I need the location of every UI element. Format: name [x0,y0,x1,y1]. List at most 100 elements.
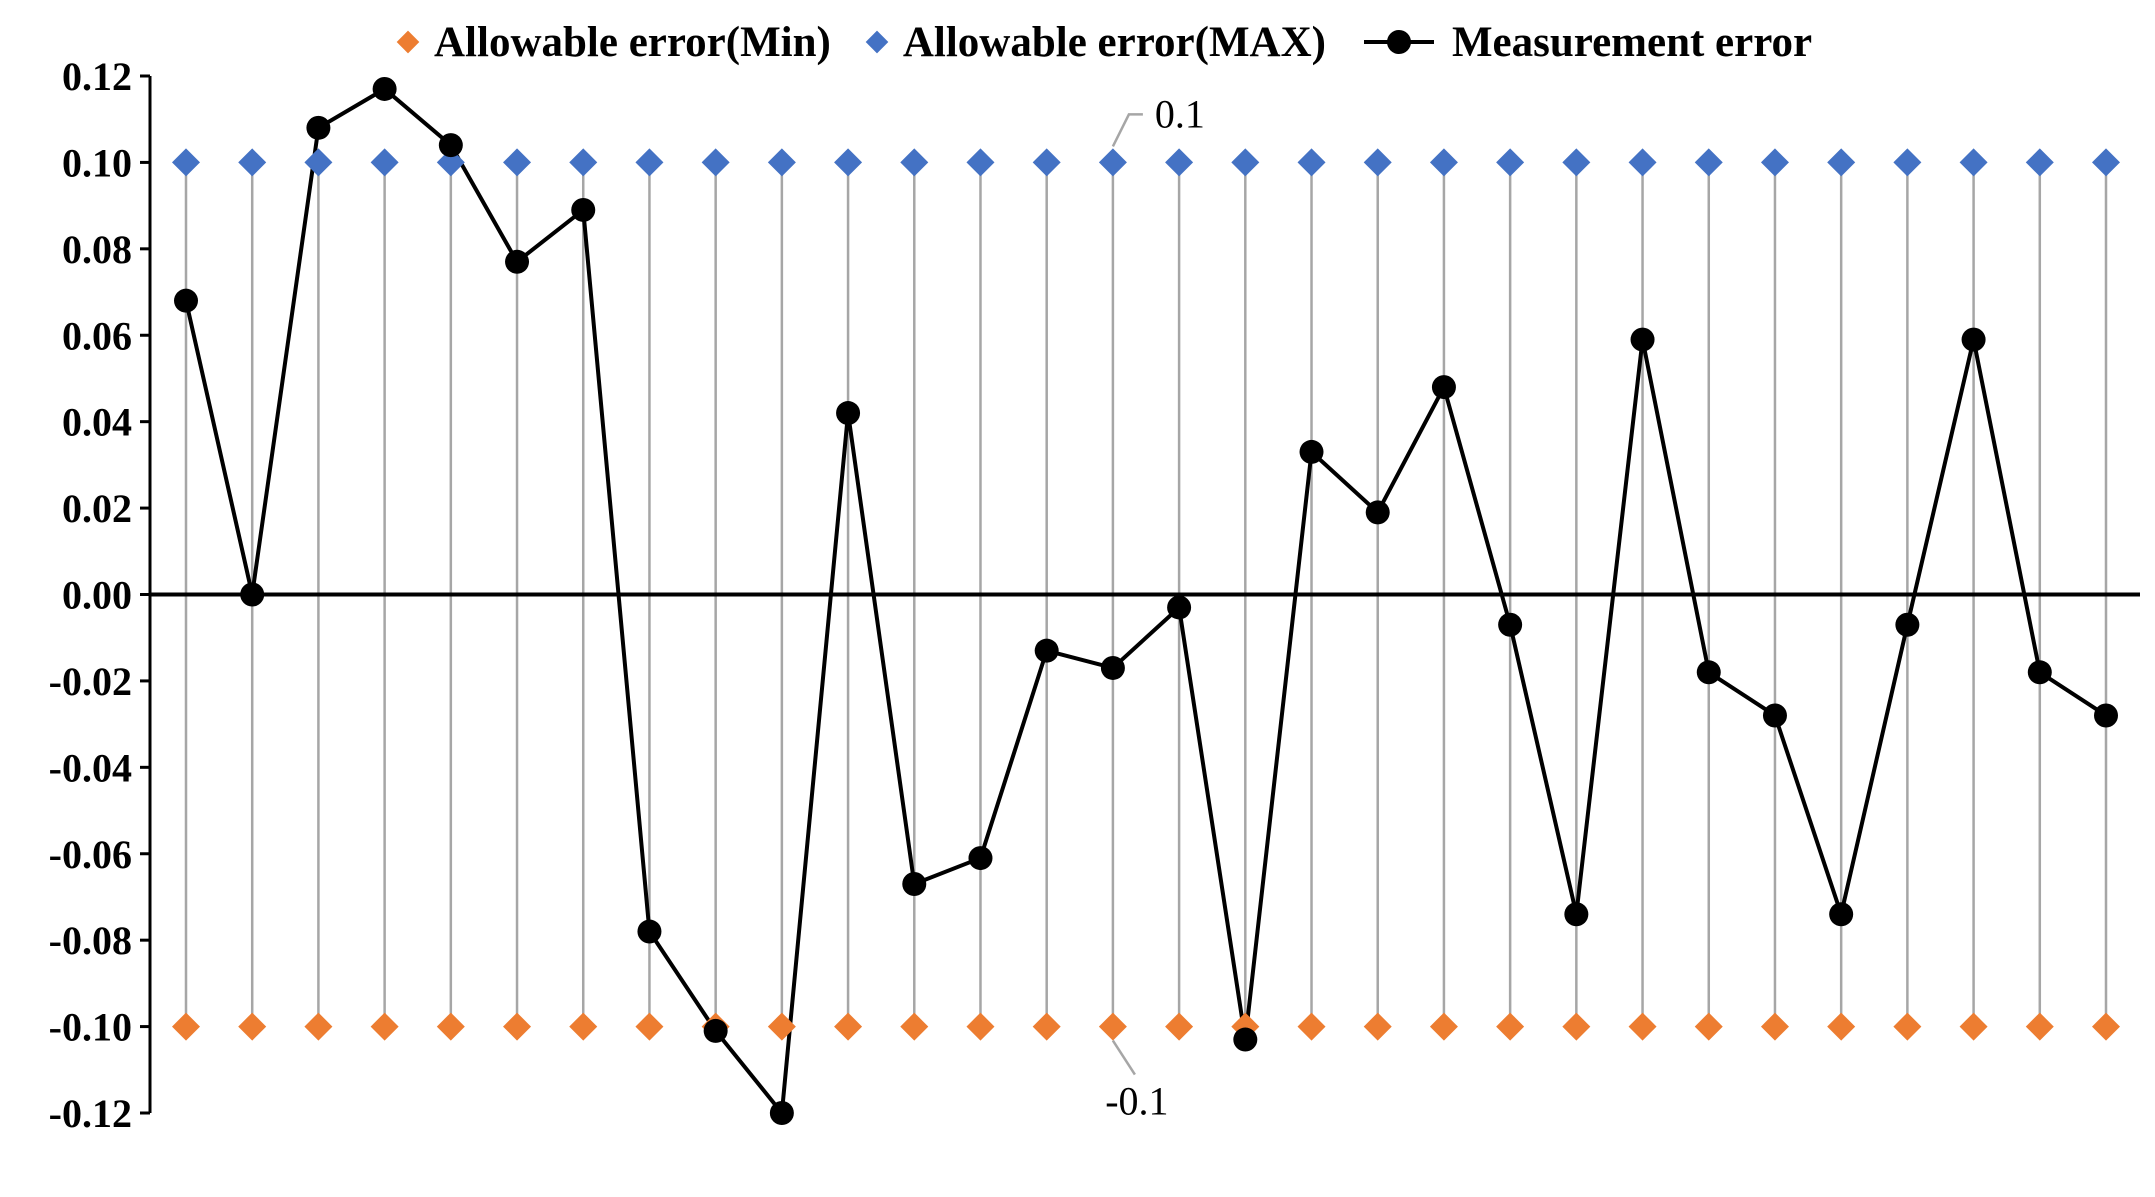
measurement-point [1431,375,1456,400]
legend-item-max: Allowable error(MAX) [865,18,1326,67]
diamond-point [834,148,863,177]
diamond-point [1098,148,1127,177]
y-tick-label: 0.12 [62,54,132,99]
diamond-point [436,148,465,177]
diamond-point [2025,1012,2054,1041]
legend-item-min: Allowable error(Min) [396,18,831,67]
measurement-point [438,133,463,158]
legend: Allowable error(Min) Allowable error(MAX… [396,12,1813,72]
annotation-leader-min [1111,1039,1136,1076]
measurement-error-line [184,86,2108,1115]
measurement-point [1762,703,1787,728]
diamond-point [370,1012,399,1041]
diamond-point [1628,1012,1657,1041]
y-tick-label: -0.02 [49,659,132,704]
y-tick-label: 0.06 [62,313,132,358]
measurement-point [1961,327,1986,352]
diamond-point [1032,148,1061,177]
diamond-point [2092,148,2120,177]
measurement-point [1100,655,1125,680]
legend-label-max: Allowable error(MAX) [902,18,1326,66]
diamond-point [635,148,664,177]
diamond-point [635,1012,664,1041]
diamond-point [1827,1012,1856,1041]
diamond-point [701,148,730,177]
diamond-point [304,148,333,177]
diamond-point [1429,148,1458,177]
measurement-point [769,1101,794,1125]
diamond-point [1098,1012,1127,1041]
diamond-point [304,1012,333,1041]
measurement-point [968,846,993,871]
measurement-point [637,919,662,944]
diamond-point [1429,1012,1458,1041]
diamond-point [966,1012,995,1041]
diamond-point [1297,1012,1326,1041]
diamond-point [1165,148,1194,177]
diamond-point [1827,148,1856,177]
diamond-point [569,1012,598,1041]
legend-item-measurement: Measurement error [1363,18,1813,67]
diamond-point [1760,1012,1789,1041]
measurement-point [240,582,265,607]
annotation-label-min: -0.1 [1105,1079,1168,1124]
legend-label-measurement: Measurement error [1451,18,1813,66]
measurement-point [1696,660,1721,685]
measurement-point [571,197,596,222]
diamond-point [1297,148,1326,177]
y-tick-label: 0.00 [62,573,132,618]
diamond-point [2092,1012,2120,1041]
annotation-leader-max [1111,113,1143,147]
diamond-point [1496,1012,1525,1041]
diamond-point [1628,148,1657,177]
diamond-point [767,148,796,177]
y-tick-label: 0.08 [62,227,132,272]
measurement-point [902,871,927,896]
measurement-point [505,249,530,274]
y-tick-label: 0.10 [62,140,132,185]
diamond-point [900,1012,929,1041]
diamond-point [1165,1012,1194,1041]
measurement-point [372,76,397,101]
diamond-point [370,148,399,177]
diamond-point [569,148,598,177]
diamond-point [436,1012,465,1041]
measurement-point [1564,902,1589,927]
diamond-point [238,1012,267,1041]
diamond-point [1363,1012,1392,1041]
diamond-point [238,148,267,177]
diamond-point [1231,148,1260,177]
diamond-point [2025,148,2054,177]
annotation-label-max: 0.1 [1155,91,1205,136]
diamond-point [1363,148,1392,177]
measurement-point [1895,612,1920,637]
diamond-point [767,1012,796,1041]
y-tick-label: 0.04 [62,400,132,445]
measurement-point [306,115,331,140]
legend-label-min: Allowable error(Min) [434,18,831,66]
measurement-point [1034,638,1059,663]
y-tick-label: -0.04 [49,745,132,790]
y-tick-label: -0.10 [49,1005,132,1050]
y-tick-label: -0.08 [49,918,132,963]
measurement-point [1498,612,1523,637]
diamond-point [834,1012,863,1041]
measurement-point [1299,439,1324,464]
measurement-point [1630,327,1655,352]
diamond-point [1959,1012,1988,1041]
measurement-point [836,401,861,426]
diamond-point [1496,148,1525,177]
diamond-point [1032,1012,1061,1041]
diamond-point [966,148,995,177]
diamond-point [1694,1012,1723,1041]
diamond-point [1562,1012,1591,1041]
diamond-point [503,1012,532,1041]
diamond-point [1760,148,1789,177]
y-tick-label: 0.02 [62,486,132,531]
diamond-point [503,148,532,177]
measurement-point [2027,660,2052,685]
diamond-point [172,1012,200,1041]
diamond-point [1562,148,1591,177]
measurement-point [1167,595,1192,620]
